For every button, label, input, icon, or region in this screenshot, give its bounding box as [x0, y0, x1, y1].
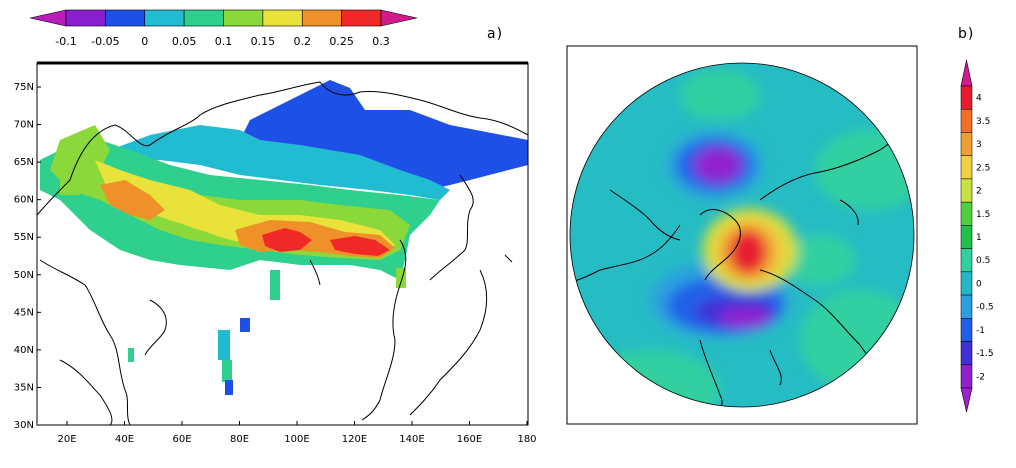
colorbar-segment	[960, 85, 973, 110]
colorbar-segment	[262, 9, 303, 27]
colorbar-segment	[183, 9, 224, 27]
panel-a: -0.1 -0.05 0 0.05 0.1 0.15 0.2 0.25 0.3 a)	[14, 9, 537, 445]
lat-label: 50N	[14, 270, 34, 281]
lat-label: 75N	[14, 82, 34, 93]
colorbar-tip-top	[960, 59, 973, 87]
panel-b-label: b)	[958, 26, 974, 42]
field-green	[785, 235, 855, 285]
panel-b: b) 4 3.5 3 2.5 2 1.5 1 0.5 0 -0.5 -1 -1.5 -2	[566, 26, 994, 425]
lon-label: 40E	[115, 434, 134, 445]
lat-label: 35N	[14, 382, 34, 393]
colorbar-tick-label: 2	[976, 187, 982, 197]
colorbar-segment	[960, 318, 973, 342]
colorbar-segment	[65, 9, 106, 27]
field-neg-2d	[719, 308, 771, 328]
colorbar-segment	[223, 9, 264, 27]
colorbar-segment	[960, 248, 973, 273]
field-pixel	[222, 360, 232, 382]
colorbar-tick-label: 4	[976, 94, 982, 104]
field-pixel	[240, 318, 250, 332]
colorbar-segment	[341, 9, 382, 27]
panel-a-coastlines	[37, 81, 528, 425]
colorbar-tip-left	[29, 9, 67, 27]
colorbar-tick-label: 2.5	[976, 163, 990, 173]
colorbar-tip-bottom	[960, 387, 973, 413]
lat-label: 30N	[14, 420, 34, 431]
colorbar-tick-label: 0.25	[329, 35, 354, 48]
field-red	[262, 228, 312, 252]
colorbar-tick-label: -1.5	[976, 349, 994, 359]
colorbar-tick-label: 3	[976, 140, 982, 150]
colorbar-tick-label: 0.5	[976, 256, 990, 266]
colorbar-tick-label: -1	[976, 326, 985, 336]
lon-label: 20E	[57, 434, 76, 445]
panel-a-map: 75N 70N 65N 60N 55N 50N 45N 40N 35N 30N 20E 40E 60E…	[14, 61, 537, 445]
panel-a-field	[40, 80, 528, 395]
field-pixel	[396, 268, 406, 288]
colorbar-tick-label: -2	[976, 372, 985, 382]
colorbar-tick-label: 0.05	[172, 35, 197, 48]
panel-a-colorbar	[29, 9, 418, 27]
panel-a-label: a)	[487, 26, 503, 42]
field-blue	[240, 80, 528, 190]
field-pixel	[270, 270, 280, 300]
field-cyan	[110, 125, 450, 200]
colorbar-tick-label: -0.5	[976, 303, 994, 313]
panel-a-colorbar-ticks: -0.1 -0.05 0 0.05 0.1 0.15 0.2 0.25 0.3	[55, 35, 389, 48]
colorbar-tip-right	[380, 9, 418, 27]
colorbar-segment	[960, 108, 973, 133]
colorbar-segment	[960, 364, 973, 389]
colorbar-segment	[960, 341, 973, 366]
lon-label: 180	[517, 434, 536, 445]
colorbar-tick-label: 3.5	[976, 117, 990, 127]
lat-label: 65N	[14, 157, 34, 168]
colorbar-tick-label: -0.1	[55, 35, 76, 48]
colorbar-tick-label: 0.15	[251, 35, 276, 48]
colorbar-tick-label: 0.2	[294, 35, 312, 48]
colorbar-tick-label: 0	[976, 279, 982, 289]
colorbar-segment	[105, 9, 146, 27]
lat-label: 45N	[14, 307, 34, 318]
colorbar-segment	[960, 155, 973, 180]
colorbar-tick-label: 0.3	[372, 35, 390, 48]
lat-label: 60N	[14, 195, 34, 206]
lat-label: 40N	[14, 345, 34, 356]
colorbar-tick-label: 0	[141, 35, 148, 48]
lon-label: 80E	[230, 434, 249, 445]
colorbar-segment	[960, 178, 973, 203]
lon-label: 120E	[342, 434, 367, 445]
panel-b-colorbar	[960, 59, 973, 413]
field-orange	[100, 180, 165, 220]
panel-a-lat-labels: 75N 70N 65N 60N 55N 50N 45N 40N 35N 30N	[14, 82, 41, 431]
panel-b-disk-edge	[569, 62, 915, 408]
field-red-2	[330, 236, 390, 256]
lon-label: 100E	[284, 434, 309, 445]
field-pos-d	[730, 230, 766, 274]
colorbar-segment	[301, 9, 342, 27]
colorbar-tick-label: -0.05	[91, 35, 119, 48]
colorbar-tick-label: 1.5	[976, 210, 990, 220]
colorbar-tick-label: 1	[976, 233, 982, 243]
colorbar-segment	[960, 132, 973, 156]
panel-a-lon-labels: 20E 40E 60E 80E 100E 120E 140E 160E 180	[57, 421, 537, 445]
colorbar-segment	[960, 201, 973, 226]
field-green	[680, 70, 760, 120]
field-neg-1c	[694, 147, 742, 183]
field-pixel	[128, 348, 134, 362]
lat-label: 70N	[14, 120, 34, 131]
lon-label: 160E	[457, 434, 482, 445]
colorbar-segment	[960, 271, 973, 296]
panel-b-colorbar-ticks: 4 3.5 3 2.5 2 1.5 1 0.5 0 -0.5 -1 -1.5 -2	[976, 94, 994, 383]
lon-label: 140E	[399, 434, 424, 445]
colorbar-segment	[960, 294, 973, 319]
field-pixel	[218, 330, 230, 360]
colorbar-tick-label: 0.1	[215, 35, 233, 48]
colorbar-segment	[144, 9, 185, 27]
field-pixel	[225, 380, 233, 395]
lat-label: 55N	[14, 232, 34, 243]
lon-label: 60E	[172, 434, 191, 445]
field-pixel	[60, 160, 80, 195]
colorbar-segment	[960, 225, 973, 249]
